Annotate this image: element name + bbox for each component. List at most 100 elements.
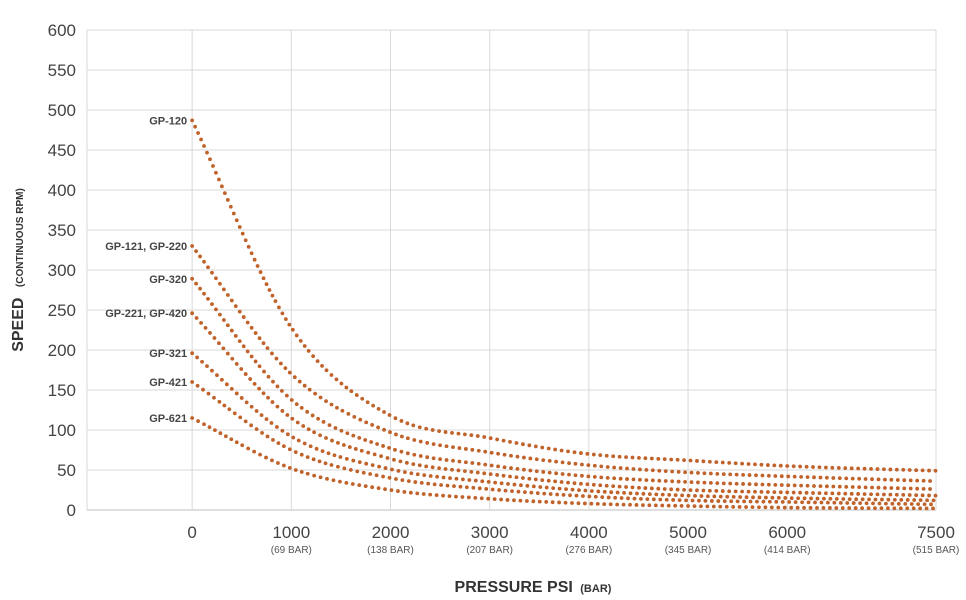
series-dot xyxy=(450,430,454,435)
series-dot xyxy=(889,477,894,482)
series-dot xyxy=(305,409,310,414)
series-dot xyxy=(922,502,927,507)
series-dot xyxy=(249,423,254,428)
series-dot xyxy=(393,416,398,421)
series-dot xyxy=(454,494,458,499)
series-dot xyxy=(495,437,500,442)
series-dot xyxy=(759,462,764,467)
series-dot xyxy=(409,471,414,476)
series-dot xyxy=(239,367,244,371)
series-dot xyxy=(249,354,254,359)
series-dot xyxy=(222,403,227,408)
series-dot xyxy=(506,482,510,486)
series-dot xyxy=(406,479,411,484)
series-dot xyxy=(276,461,280,465)
series-dot xyxy=(632,496,637,501)
series-dot xyxy=(873,506,877,511)
series-dot xyxy=(396,469,401,473)
series-dot xyxy=(253,359,258,364)
series-dot xyxy=(211,164,215,168)
series-dot xyxy=(484,486,489,491)
series-dot xyxy=(741,472,745,477)
series-dot xyxy=(908,486,913,491)
series-dot xyxy=(805,483,810,488)
series-dot xyxy=(761,499,766,504)
series-dot xyxy=(876,477,881,482)
series-dot xyxy=(352,414,357,419)
series-dot xyxy=(688,458,693,463)
series-dot xyxy=(422,473,427,478)
series-dot xyxy=(428,492,433,497)
series-dot xyxy=(275,384,280,389)
series-dot xyxy=(696,480,700,485)
series-dot xyxy=(567,461,571,466)
series-dot xyxy=(290,327,295,332)
series-dot xyxy=(776,495,781,500)
series-dot xyxy=(703,498,708,503)
series-dot xyxy=(658,497,663,502)
series-dot xyxy=(821,506,826,510)
series-dot xyxy=(791,464,796,469)
series-dot xyxy=(359,448,364,453)
series-dot xyxy=(240,231,245,236)
series-dot xyxy=(351,433,356,438)
series-dot xyxy=(873,497,878,502)
series-dot xyxy=(329,463,334,467)
series-dot xyxy=(199,137,203,142)
series-dot xyxy=(773,474,778,478)
series-dot xyxy=(283,366,288,371)
series-dot xyxy=(302,383,307,388)
series-label: GP-121, GP-220 xyxy=(105,241,187,253)
series-dot xyxy=(688,488,693,492)
series-dot xyxy=(663,479,668,483)
series-dot xyxy=(366,450,371,455)
series-dot xyxy=(195,383,200,388)
series-dot xyxy=(863,485,868,490)
series-dot xyxy=(489,463,494,468)
series-dot xyxy=(206,265,210,270)
series-dot xyxy=(849,466,854,471)
series-dot xyxy=(789,505,794,510)
series-dot xyxy=(533,477,538,482)
series-dot xyxy=(190,416,195,420)
series-dot xyxy=(686,493,691,498)
series-dot xyxy=(336,440,340,445)
series-dot xyxy=(880,497,884,502)
series-dot xyxy=(357,460,362,465)
series-dot xyxy=(318,395,323,400)
series-dot xyxy=(837,484,842,489)
series-dot xyxy=(925,498,929,503)
series-dot xyxy=(858,501,863,506)
series-dot xyxy=(441,493,445,498)
series-dot xyxy=(841,497,846,501)
series-dot xyxy=(338,479,342,484)
series-dot xyxy=(609,490,614,495)
series-dot xyxy=(469,469,474,474)
series-dot xyxy=(819,500,824,505)
series-dot xyxy=(731,495,736,499)
series-dot xyxy=(554,459,559,464)
series-dot xyxy=(237,339,242,343)
series-dot xyxy=(602,489,607,494)
series-dot xyxy=(212,336,217,340)
series-dot xyxy=(722,499,727,504)
series-dot xyxy=(589,501,594,506)
series-dot xyxy=(849,491,854,496)
series-dot xyxy=(751,495,755,500)
series-dot xyxy=(669,487,674,492)
series-dot xyxy=(438,457,442,462)
series-dot xyxy=(898,506,903,511)
series-dot xyxy=(190,276,195,281)
series-dot xyxy=(213,428,217,433)
series-dot xyxy=(882,492,886,497)
series-dot xyxy=(281,463,286,468)
series-dot xyxy=(580,462,584,467)
series-dot xyxy=(815,496,820,501)
series-dot xyxy=(759,489,764,494)
series-dot xyxy=(750,505,755,510)
series-dot xyxy=(918,498,923,503)
x-tick-sublabel: (276 BAR) xyxy=(566,545,613,556)
series-dot xyxy=(870,485,874,490)
series-dot xyxy=(357,435,362,440)
series-dot xyxy=(225,323,230,328)
